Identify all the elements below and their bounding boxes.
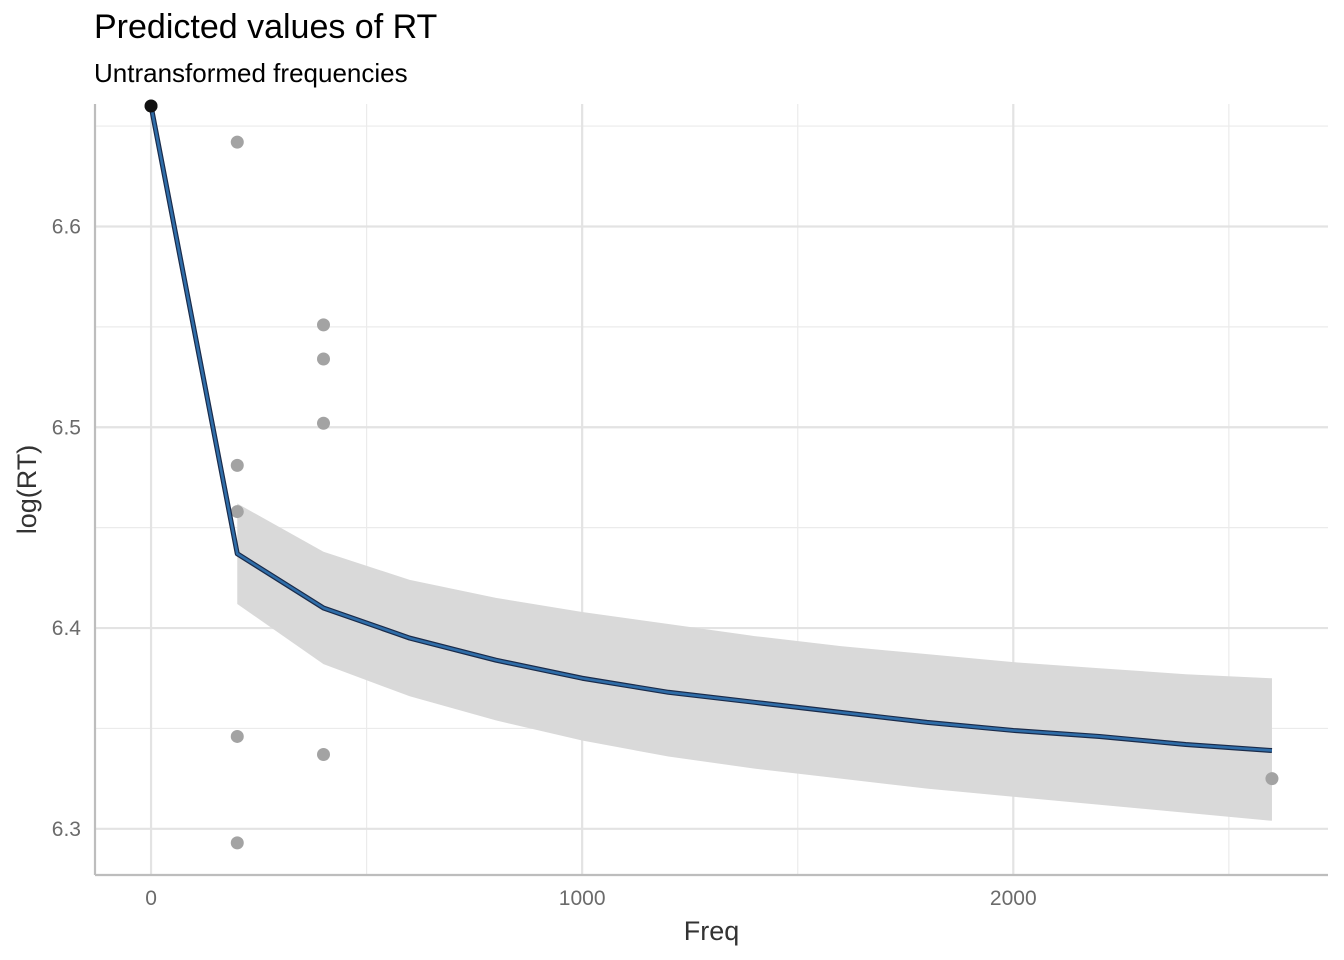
data-point (316, 416, 330, 430)
axes (93, 104, 1328, 877)
data-point (230, 729, 244, 743)
x-tick-label: 2000 (990, 887, 1037, 910)
confidence-band (237, 503, 1272, 821)
data-point (316, 318, 330, 332)
y-tick-label: 6.5 (52, 416, 81, 439)
x-tick-label: 0 (145, 887, 157, 910)
data-point (1265, 772, 1279, 786)
data-points-group (144, 99, 1279, 850)
major-gridlines (95, 104, 1328, 875)
chart-title: Predicted values of RT (94, 8, 438, 46)
x-tick-label: 1000 (559, 887, 606, 910)
y-tick-label: 6.3 (52, 818, 81, 841)
x-tick-labels: 0 1000 2000 (145, 887, 1036, 910)
prediction-line (149, 105, 1273, 752)
prediction-start-point (144, 99, 158, 113)
y-tick-label: 6.4 (52, 617, 82, 640)
chart-subtitle: Untransformed frequencies (94, 58, 408, 88)
data-point (316, 352, 330, 366)
y-axis-title: log(RT) (12, 445, 42, 535)
data-point (230, 135, 244, 149)
y-tick-label: 6.6 (52, 215, 81, 238)
data-point (316, 748, 330, 762)
data-point (230, 458, 244, 472)
y-tick-labels: 6.3 6.4 6.5 6.6 (52, 215, 82, 840)
prediction-line-group (144, 99, 1273, 754)
x-axis-title: Freq (684, 916, 740, 946)
data-point (230, 505, 244, 519)
confidence-band-group (237, 503, 1272, 821)
data-point (230, 836, 244, 850)
